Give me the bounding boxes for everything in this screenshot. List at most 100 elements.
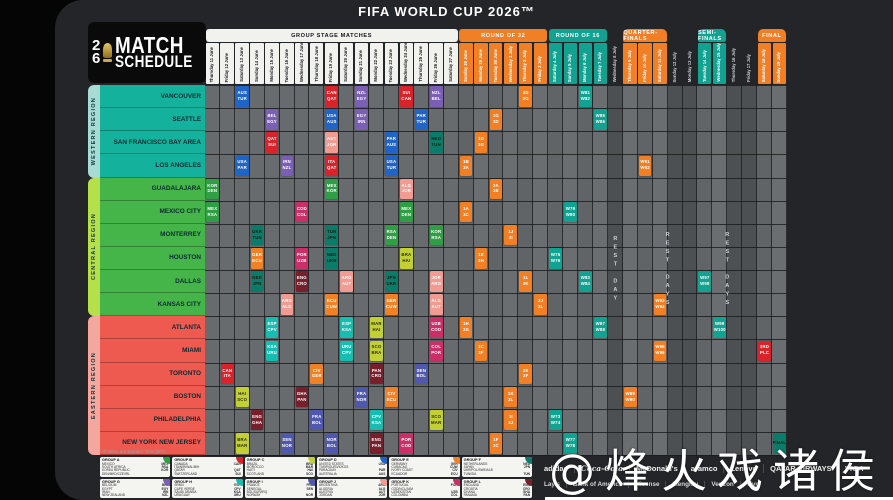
match-block: 1E 3H [474,248,488,269]
match-block: W95 W96 [653,340,667,362]
sponsor-logo-vivo: vivo [739,481,766,489]
match-block: ALG AUT [429,294,443,315]
date-header: Friday 12 June [220,43,234,84]
match-block: NED TUN [429,132,443,153]
grid-row-line [205,108,787,110]
match-block: 1L 3K [519,271,533,292]
date-header: Wednesday 24 June [399,43,413,84]
match-block: QAT SUI [265,132,279,153]
group-card-title: GROUP C [246,458,265,462]
group-team-row: JORDAN JOR [319,493,386,498]
group-team-row: MOROCCO MAR [246,465,313,469]
region-band-eastern: EASTERN REGION [88,316,100,455]
group-team-row: EGYPT EGY [102,486,169,491]
date-header: Monday 15 June [265,43,279,84]
sponsor-logo-lay-s: Lay's [544,481,560,489]
date-header: Sunday 28 June [459,43,473,84]
group-card-group-h: GROUP H SPAIN ESP CAPE VERDE CPV SAUDI ARABIA… [172,478,243,498]
match-block: ITA QAT [325,155,339,177]
group-card-title: GROUP L [463,479,481,484]
date-header: Friday 17 July [746,54,752,82]
group-team-row: UZBEKISTAN UZB [391,489,458,494]
match-block: ECU CUW [325,294,339,315]
city-cell-boston: BOSTON [100,385,205,409]
group-team-row: CURACAO CUW [391,465,458,469]
city-cell-toronto: TORONTO [100,362,205,386]
group-color-swatch [525,457,532,464]
group-card-title: GROUP F [463,458,481,462]
date-header: Saturday 11 July [653,43,667,84]
match-block: 1A 3C [459,201,473,223]
group-card-title: GROUP B [174,458,192,462]
match-block: 1B 3A [459,155,473,177]
date-header: Saturday 13 June [235,43,249,84]
match-block: TUN JPN [325,224,339,246]
grid-row-line [205,85,787,86]
match-block: CPV KSA [370,409,383,431]
match-block: SEN NOR [280,433,294,454]
match-block: KOR RSA [429,224,443,246]
date-header: Saturday 20 June [339,43,354,84]
match-block: NED UKR [325,248,339,269]
times-note: All times are Eastern Time (ET). [101,448,167,454]
grid-row-line [205,431,787,433]
date-header: Sunday 19 July [772,43,786,84]
date-header: Tuesday 14 July [697,43,712,84]
match-block: KSA URU [265,340,279,362]
region-band-central: CENTRAL REGION [88,177,100,317]
city-cell-philadelphia: PHILADELPHIA [100,408,205,432]
match-block: MAR HAI [370,317,383,338]
match-block: URU CPV [340,340,354,362]
match-block: ENG PAN [370,433,383,454]
match-block: BRA HAI [400,248,413,269]
group-card-group-j: GROUP J ARGENTINA ARG ALGERIA ALG AUSTRIA AUT J… [317,478,388,498]
group-color-swatch [308,457,315,464]
group-color-swatch [235,457,243,464]
group-team-row: AUSTRIA AUT [319,489,386,494]
grid-row-line [205,223,787,225]
grid-row-line [205,385,787,387]
group-color-swatch [452,457,460,464]
rest-days-label: REST DAYS [724,231,731,309]
sponsor-logo-lenovo: Lenovo [723,463,763,473]
fifa26-logo: 2 6 MATCH SCHEDULE [88,22,206,83]
group-color-swatch [163,478,171,486]
grid-row-line [205,270,787,271]
group-card-group-a: GROUP A MEXICO MEX SOUTH AFRICA RSA KOREA REP… [100,457,171,477]
match-block: NED JPN [250,271,264,292]
match-block: W93 W94 [653,294,667,315]
group-team-row: TUR/ROU/SVK/KOS [319,465,349,469]
group-team-row: NORWAY NOR [246,493,313,498]
stage-header-group-stage-matches: GROUP STAGE MATCHES [205,29,458,42]
match-block: W85 W86 [594,109,607,130]
stage-header-semi-finals: SEMI-FINALS [697,29,727,42]
group-team-row: ARGENTINA ARG [319,483,386,488]
match-block: MEX KOR [325,178,339,200]
match-block: GER ECU [250,248,264,269]
match-block: W91 W92 [638,155,652,177]
group-card-group-e: GROUP E GERMANY GER CURACAO CUW IVORY COAST CI… [389,457,460,477]
sponsor-logo-adidas: adidas [544,463,568,473]
grid-row-line [205,200,787,202]
match-block: USA TUR [385,155,398,177]
date-header: Monday 22 June [369,43,384,84]
match-block: ENG GHA [250,409,264,431]
match-block: NZL EGY [355,86,368,107]
match-block: ENG CRO [295,271,309,292]
group-color-swatch [380,457,388,464]
match-block: W77 W78 [564,433,577,454]
group-card-title: GROUP H [174,479,192,484]
group-color-swatch [163,457,171,464]
group-team-row: DEN/MKD/CZE/IRL [102,471,130,476]
grid-row-line [205,455,787,456]
group-card-title: GROUP J [319,479,337,484]
group-color-swatch [525,478,532,486]
match-block: ARG AUT [340,271,354,292]
match-block: W73 W74 [549,409,562,431]
date-header: Monday 13 July [686,50,692,82]
date-header: Thursday 2 July [518,43,533,84]
city-cell-dallas: DALLAS [100,270,205,294]
match-block: FINAL [773,433,786,454]
date-header: Wednesday 15 July [712,43,727,84]
